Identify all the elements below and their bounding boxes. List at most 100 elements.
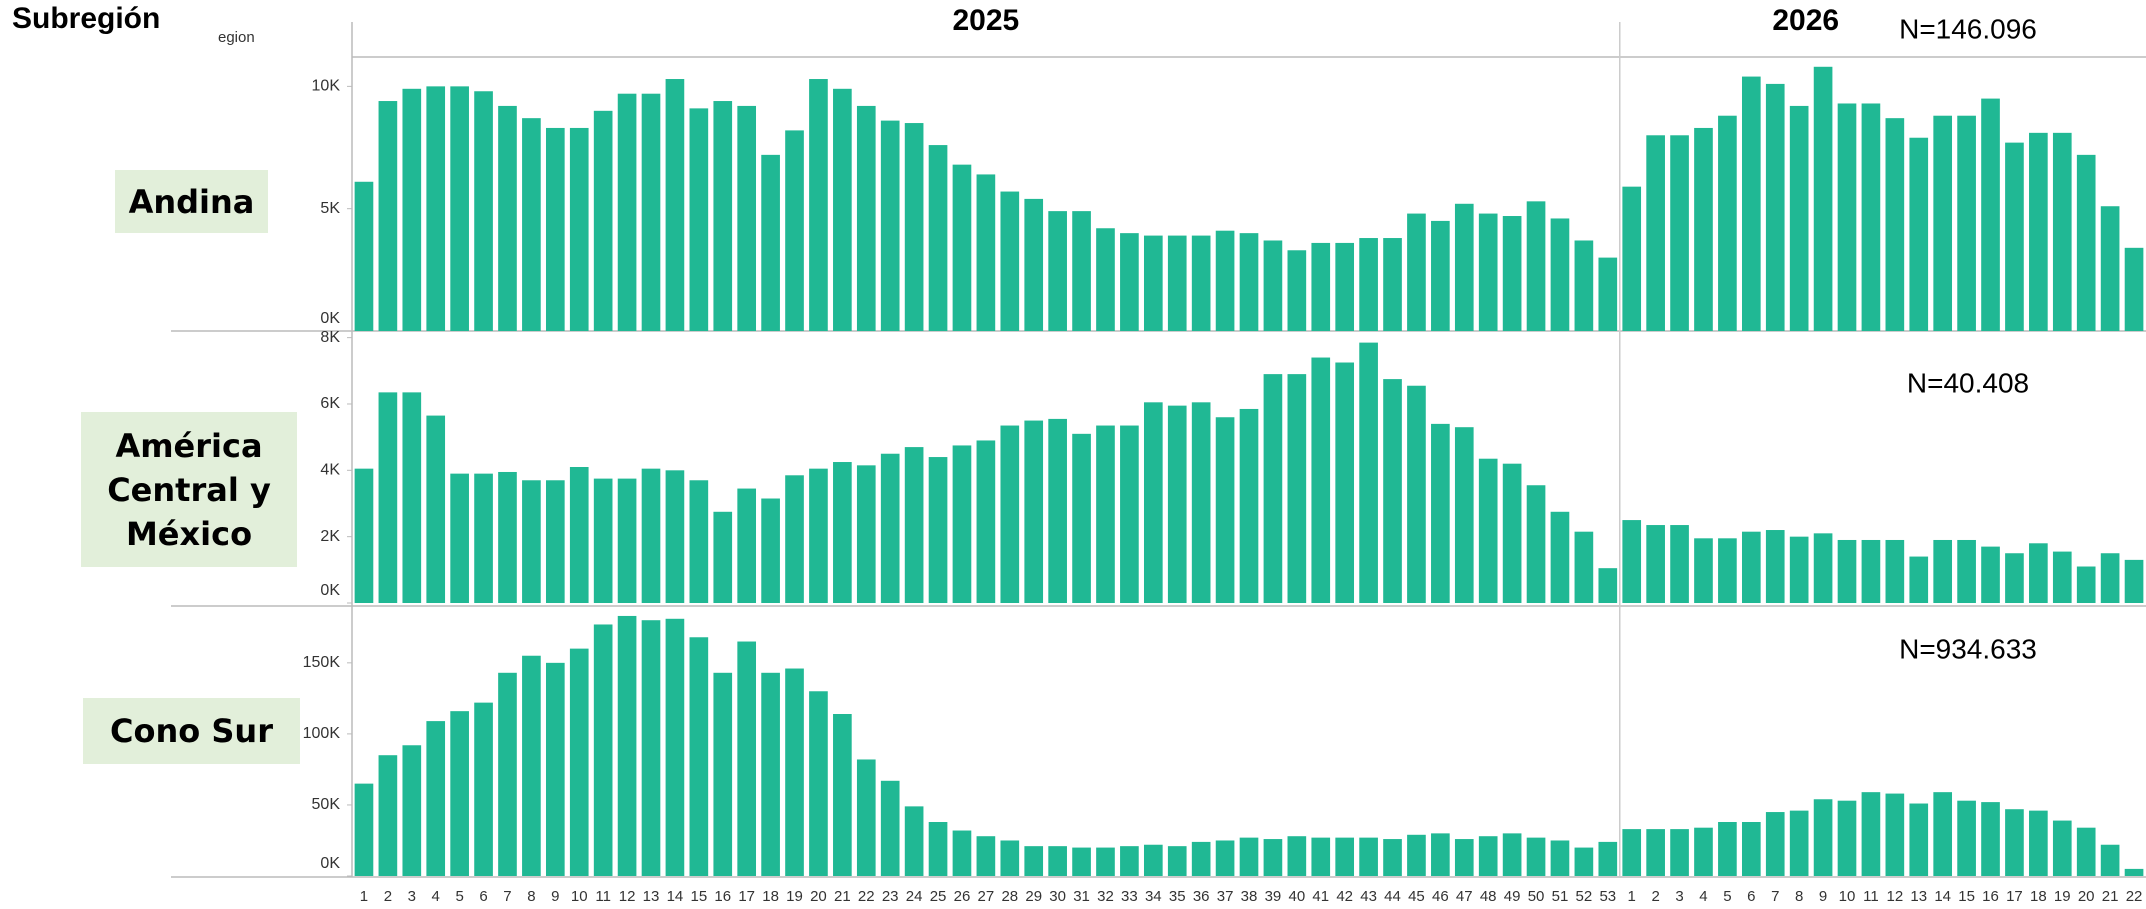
bar [1143,844,1163,876]
bar [1335,362,1355,603]
bar [1478,213,1498,331]
bar [2100,553,2120,603]
bar [1622,186,1642,331]
bar [1550,218,1570,331]
x-tick-label: 9 [551,888,559,905]
x-tick-label: 30 [1049,888,1066,905]
bar [474,91,493,331]
y-tick-label: 8K [320,329,340,346]
bar [1670,525,1689,603]
bar [522,118,541,332]
bar [928,457,948,603]
bar [498,672,517,876]
x-tick-label: 6 [479,888,487,905]
x-tick-label: 19 [786,888,803,905]
x-tick-label: 53 [1599,888,1616,905]
x-tick-label: 28 [1001,888,1018,905]
bar [2052,820,2072,876]
bar [1694,827,1713,876]
bar [1718,538,1737,603]
bar [1215,417,1235,603]
bar [1837,800,1857,876]
bar [1765,530,1785,603]
bar [1741,822,1761,876]
bar [1167,235,1187,331]
bar [952,164,972,331]
bar [1789,810,1809,876]
bar [402,392,422,603]
bar [1263,374,1283,603]
bar [1048,846,1067,876]
x-tick-label: 39 [1265,888,1282,905]
bar [737,105,757,331]
x-tick-label: 40 [1288,888,1305,905]
bar [1813,66,1833,332]
bar [880,780,900,876]
bar [904,806,924,876]
x-tick-label: 12 [1886,888,1903,905]
bar [1431,833,1450,876]
bar [761,154,780,331]
bar [2029,543,2048,603]
bar [928,145,948,331]
bar [737,488,757,603]
bar [928,822,948,876]
bar [952,445,972,603]
x-tick-label: 49 [1504,888,1521,905]
panel-label: Andina [115,170,268,233]
bar [1741,531,1761,603]
bar [1120,846,1139,876]
bar [1598,568,1618,603]
bar [1407,385,1426,603]
bar [1981,802,2000,876]
y-tick-label: 10K [312,78,341,95]
year-label: 2026 [1772,4,1839,37]
bar [1454,203,1474,331]
bar [378,101,398,332]
bar [1287,250,1307,331]
x-tick-label: 3 [408,888,416,905]
bar [354,468,374,603]
x-tick-label: 48 [1480,888,1497,905]
bar [1933,115,1953,331]
bar [1646,525,1665,603]
y-tick-label: 5K [320,200,340,217]
bar [1502,463,1522,603]
bar [2076,566,2096,603]
bar [617,615,637,876]
bar [1287,374,1307,603]
x-tick-label: 4 [1699,888,1707,905]
bar [1670,829,1689,876]
bar [1574,847,1594,876]
bar [1909,803,1929,876]
bar [1167,846,1187,876]
bar [1957,115,1976,331]
bar [641,468,661,603]
bar [1478,458,1498,603]
bar [1837,539,1857,603]
bar [904,123,924,331]
y-tick-label: 0K [320,582,340,599]
bar [1813,533,1833,603]
bar [593,110,613,331]
n-label: N=40.408 [1907,367,2029,398]
bar [450,86,469,331]
x-tick-label: 16 [1982,888,1999,905]
bar [1143,402,1163,603]
bar [1861,539,1881,603]
x-tick-label: 35 [1169,888,1186,905]
panel-label: Cono Sur [83,698,300,764]
x-tick-label: 9 [1819,888,1827,905]
bar [689,108,709,331]
bar [2100,206,2120,331]
n-label: N=934.633 [1899,633,2037,664]
bar [1933,539,1953,603]
bar [761,498,780,603]
bar [1000,840,1020,876]
bar [1096,847,1115,876]
y-tick-label: 50K [312,796,341,813]
bar [2029,132,2048,331]
bar [1741,76,1761,331]
bar [617,478,637,603]
year-label: 2025 [953,4,1020,37]
